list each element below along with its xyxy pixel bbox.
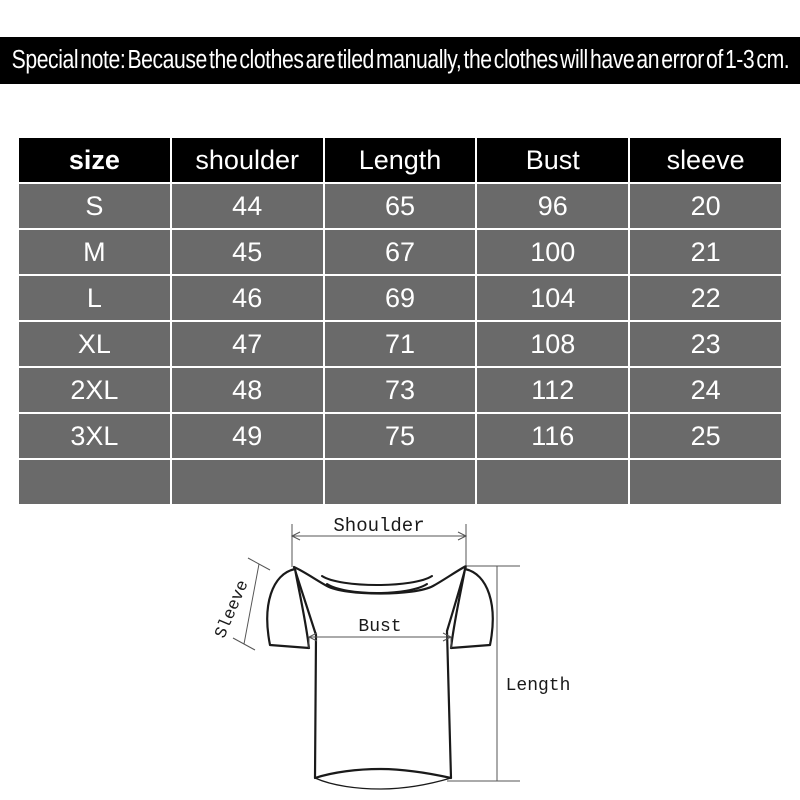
svg-text:Sleeve: Sleeve bbox=[212, 578, 253, 642]
svg-text:Length: Length bbox=[506, 676, 571, 696]
svg-text:Shoulder: Shoulder bbox=[333, 515, 424, 537]
svg-text:Bust: Bust bbox=[358, 617, 401, 637]
